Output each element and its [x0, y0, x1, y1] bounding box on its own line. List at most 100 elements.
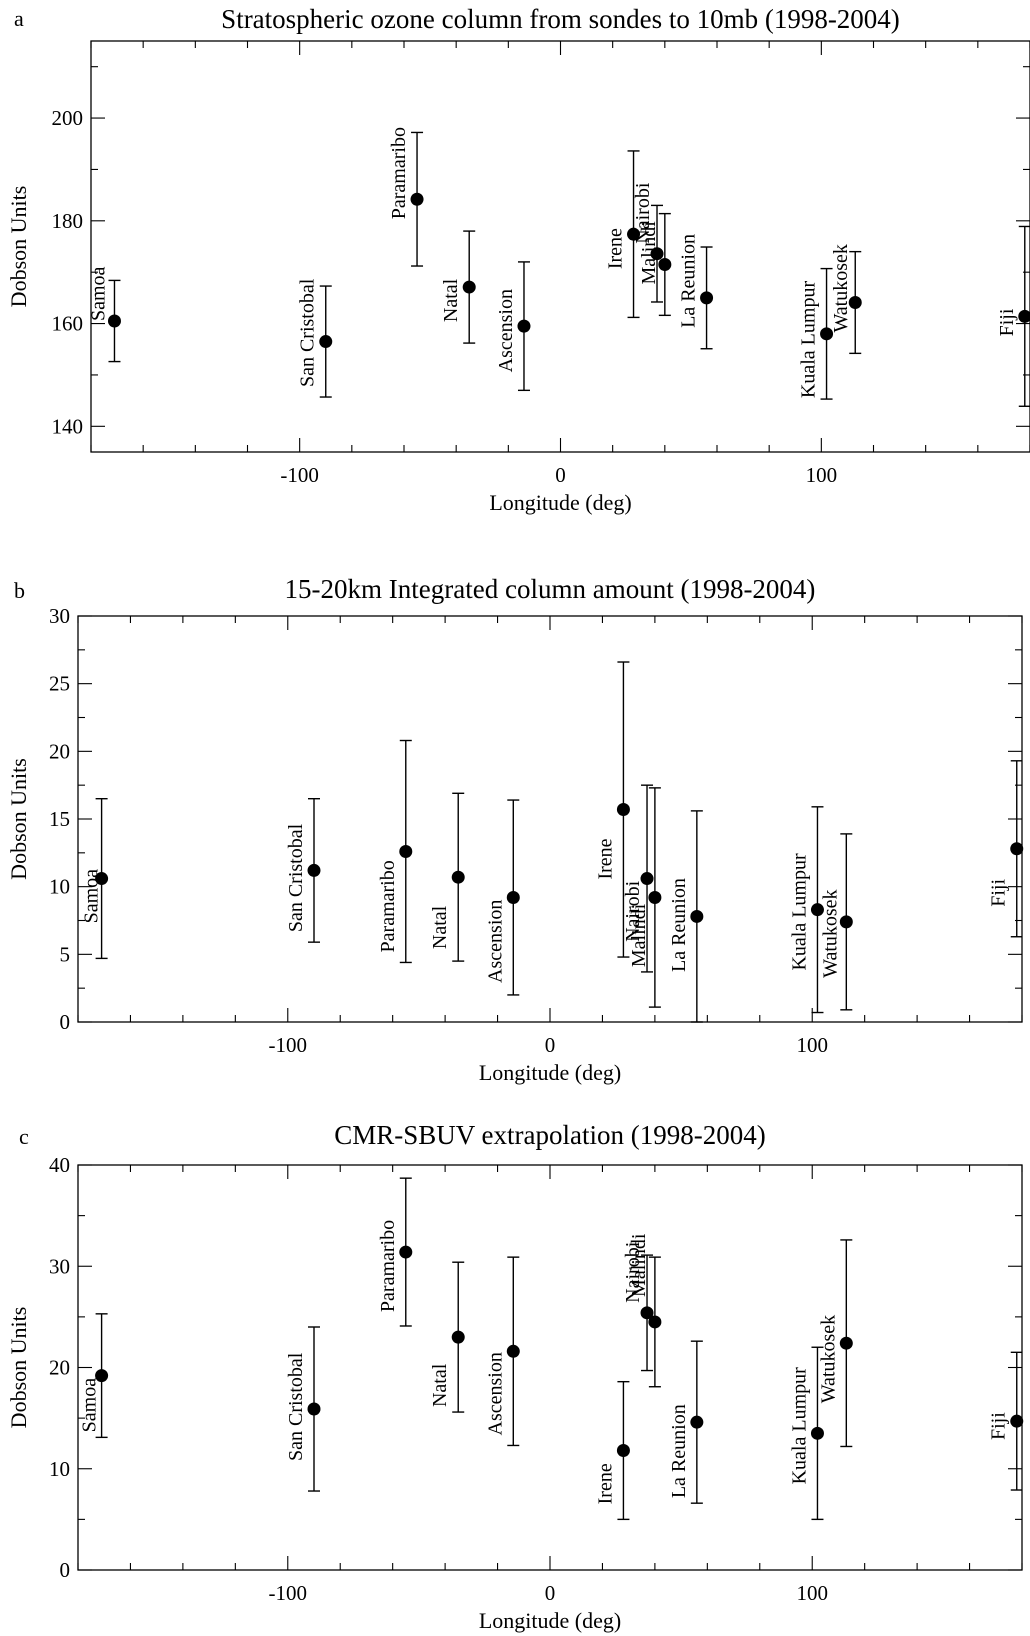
site-label: Fiji [988, 879, 1010, 907]
data-marker [1010, 1414, 1024, 1428]
data-marker [307, 1402, 321, 1416]
data-point: Paramaribo [377, 739, 413, 964]
x-tick-label: 100 [796, 1033, 828, 1057]
y-tick-label: 200 [52, 106, 84, 130]
site-label: Nairobi [622, 1241, 644, 1303]
data-marker [95, 1369, 109, 1383]
data-marker [616, 1444, 630, 1458]
data-marker [517, 319, 531, 333]
data-point: Malindi [628, 1233, 662, 1388]
data-marker [700, 291, 714, 305]
data-marker [839, 1336, 853, 1350]
site-label: Ascension [495, 289, 517, 372]
data-point: Samoa [81, 798, 109, 960]
data-marker [640, 872, 654, 886]
site-label: Fiji [996, 308, 1018, 336]
x-tick-label: 100 [806, 463, 838, 487]
y-tick-label: 30 [49, 1254, 70, 1278]
chart-title: CMR-SBUV extrapolation (1998-2004) [334, 1120, 765, 1150]
data-point: Kuala Lumpur [788, 806, 824, 1014]
y-tick-label: 10 [49, 875, 70, 899]
y-axis-label: Dobson Units [6, 186, 31, 308]
data-point: Watukosek [830, 244, 862, 355]
site-label: Fiji [988, 1412, 1010, 1440]
site-label: Paramaribo [388, 127, 410, 219]
y-tick-label: 30 [49, 604, 70, 628]
site-label: San Cristobal [285, 823, 307, 932]
data-point: Malindi [638, 212, 672, 317]
data-point: Irene [594, 661, 630, 958]
data-point: Malindi [628, 787, 662, 1008]
site-label: Natal [440, 278, 462, 322]
data-point: Paramaribo [388, 127, 424, 267]
data-point: Nairobi [622, 1241, 654, 1372]
data-marker [451, 1330, 465, 1344]
data-point: San Cristobal [285, 798, 321, 943]
y-tick-label: 20 [49, 1356, 70, 1380]
data-point: Ascension [495, 261, 531, 392]
site-label: Paramaribo [377, 860, 399, 952]
data-marker [307, 863, 321, 877]
data-marker [95, 872, 109, 886]
data-point: Samoa [87, 266, 121, 363]
data-marker [648, 1315, 662, 1329]
site-label: San Cristobal [297, 278, 319, 387]
site-label: Watukosek [819, 889, 841, 977]
data-marker [399, 1245, 413, 1259]
data-marker [839, 915, 853, 929]
data-marker [690, 909, 704, 923]
panel-letter: b [14, 578, 25, 603]
y-tick-label: 180 [52, 209, 84, 233]
x-tick-label: 0 [545, 1581, 556, 1605]
axis-ticks [90, 41, 1030, 452]
plot-frame [77, 615, 1023, 1023]
y-tick-label: 20 [49, 739, 70, 763]
data-marker [810, 1426, 824, 1440]
y-tick-label: 5 [60, 942, 71, 966]
site-label: Samoa [79, 1378, 101, 1433]
chart-title: Stratospheric ozone column from sondes t… [221, 4, 900, 34]
axis-ticks [77, 1164, 1023, 1571]
data-point: Watukosek [817, 1239, 853, 1448]
data-marker [410, 192, 424, 206]
data-point: Kuala Lumpur [798, 267, 834, 400]
data-point: Irene [594, 1380, 630, 1521]
panel-a: a Stratospheric ozone column from sondes … [6, 4, 1030, 515]
site-label: La Reunion [678, 234, 700, 328]
data-marker [462, 280, 476, 294]
site-label: Ascension [484, 1352, 506, 1435]
data-point: Fiji [996, 225, 1030, 407]
y-tick-label: 160 [52, 312, 84, 336]
data-point: Samoa [79, 1313, 109, 1439]
data-point: Kuala Lumpur [788, 1346, 824, 1521]
data-point: Natal [429, 1261, 465, 1413]
y-axis-label: Dobson Units [6, 758, 31, 880]
data-marker [319, 335, 333, 349]
plot-frame [90, 40, 1030, 453]
data-point: Natal [429, 792, 465, 962]
site-label: Irene [605, 228, 627, 269]
panel-letter: a [14, 6, 24, 31]
data-point: Nairobi [622, 784, 654, 973]
site-label: Natal [429, 905, 451, 949]
data-marker [616, 803, 630, 817]
data-point: Fiji [988, 1351, 1024, 1491]
x-tick-label: 0 [545, 1033, 556, 1057]
site-label: Malindi [628, 903, 650, 967]
panel-b: b 15-20km Integrated column amount (1998-… [6, 574, 1024, 1085]
data-marker [1010, 842, 1024, 856]
data-marker [627, 227, 641, 241]
data-marker [451, 870, 465, 884]
site-label: La Reunion [668, 878, 690, 972]
site-label: San Cristobal [285, 1352, 307, 1461]
data-point: San Cristobal [285, 1326, 321, 1492]
data-point: San Cristobal [297, 278, 333, 398]
data-marker [650, 247, 664, 261]
data-point: Irene [605, 150, 641, 319]
y-axis-label: Dobson Units [6, 1307, 31, 1429]
site-label: Kuala Lumpur [788, 1367, 810, 1485]
x-tick-label: 100 [796, 1581, 828, 1605]
site-label: Kuala Lumpur [788, 853, 810, 971]
data-marker [640, 1306, 654, 1320]
site-label: Irene [594, 838, 616, 879]
